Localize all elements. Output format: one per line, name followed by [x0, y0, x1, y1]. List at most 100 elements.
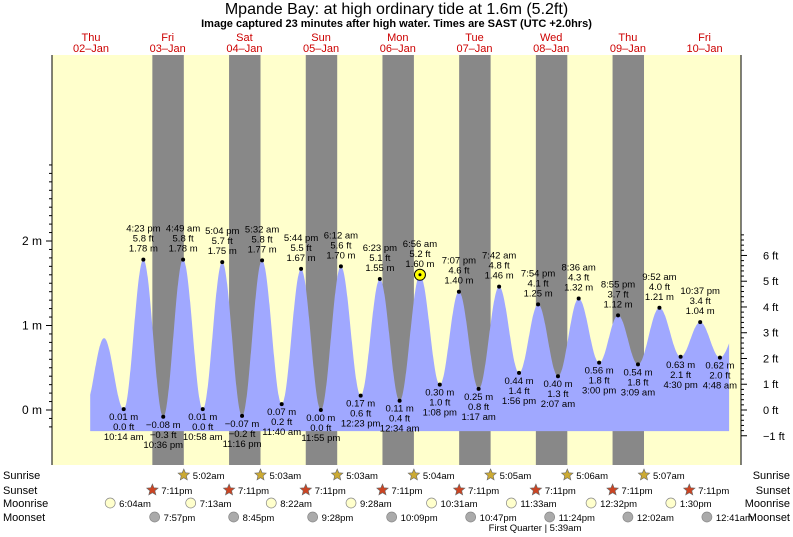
- moonset-time: 10:47pm: [480, 513, 517, 524]
- high-tide-point: [456, 289, 461, 294]
- y-right-tick-label: −1 ft: [763, 431, 785, 443]
- high-tide-point: [698, 320, 703, 325]
- high-tide-time: 4:49 am: [166, 224, 200, 235]
- sunset-row-label-right: Sunset: [756, 485, 790, 497]
- day-weekday-label: Fri: [161, 32, 174, 44]
- low-tide-ft: 2.0 ft: [709, 371, 730, 382]
- high-tide-ft: 5.5 ft: [291, 243, 312, 254]
- high-tide-time: 4:23 pm: [126, 224, 160, 235]
- high-tide-ft: 3.4 ft: [690, 296, 711, 307]
- y-left-tick-label: 0 m: [22, 403, 42, 417]
- day-date-label: 05–Jan: [303, 43, 339, 55]
- high-tide-time: 7:07 pm: [442, 256, 476, 267]
- low-tide-point: [437, 382, 442, 387]
- high-tide-ft: 4.3 ft: [568, 272, 589, 283]
- sunset-row-label-left: Sunset: [3, 485, 37, 497]
- moonrise-icon: [426, 497, 437, 509]
- low-tide-ft: 1.3 ft: [547, 389, 568, 400]
- sunset-icon: [606, 483, 620, 496]
- low-tide-point: [635, 362, 640, 367]
- high-tide-point: [220, 260, 225, 265]
- moonrise-icon: [505, 497, 517, 509]
- moonrise-time: 10:31am: [441, 499, 478, 510]
- sunset-time: 7:11pm: [238, 486, 269, 497]
- low-tide-point: [397, 398, 402, 403]
- sunset-icon: [299, 483, 313, 496]
- day-date-label: 10–Jan: [687, 43, 723, 55]
- low-tide-time: 10:36 pm: [143, 440, 183, 451]
- low-tide-time: 12:23 pm: [341, 419, 381, 430]
- low-tide-point: [240, 413, 245, 418]
- low-tide-time: 4:30 pm: [663, 380, 697, 391]
- low-tide-ft: 0.2 ft: [271, 417, 292, 428]
- y-right-tick-label: 5 ft: [763, 276, 778, 288]
- low-tide-m: 0.44 m: [505, 376, 534, 387]
- moonset-time: 12:41am: [716, 513, 753, 524]
- day-weekday-label: Fri: [698, 32, 711, 44]
- low-tide-time: 1:08 pm: [423, 408, 457, 419]
- low-tide-ft: 2.1 ft: [670, 370, 691, 381]
- low-tide-point: [717, 355, 722, 360]
- high-tide-ft: 5.8 ft: [173, 234, 194, 245]
- high-tide-m: 1.78 m: [169, 244, 198, 255]
- high-tide-ft: 4.1 ft: [528, 278, 549, 289]
- moonset-icon: [307, 511, 319, 523]
- high-tide-time: 7:42 am: [482, 251, 516, 262]
- moonset-icon: [465, 511, 477, 523]
- high-tide-m: 1.25 m: [524, 288, 553, 299]
- high-tide-point: [181, 257, 186, 262]
- low-tide-point: [200, 407, 205, 412]
- low-tide-m: 0.63 m: [666, 360, 695, 371]
- sunrise-time: 5:06am: [576, 471, 608, 482]
- low-tide-m: −0.08 m: [146, 420, 181, 431]
- low-tide-time: 1:56 pm: [502, 396, 536, 407]
- high-tide-m: 1.78 m: [129, 244, 158, 255]
- day-date-label: 08–Jan: [533, 43, 569, 55]
- low-tide-time: 1:17 am: [461, 412, 495, 423]
- low-tide-m: 0.30 m: [425, 388, 454, 399]
- low-tide-time: 10:14 am: [104, 432, 144, 443]
- sunset-icon: [376, 483, 389, 496]
- chart-title: Mpande Bay: at high ordinary tide at 1.6…: [224, 1, 569, 18]
- sunset-time: 7:11pm: [161, 486, 192, 497]
- low-tide-m: 0.07 m: [267, 407, 296, 418]
- y-right-tick-label: 6 ft: [763, 250, 778, 262]
- tide-area: [90, 259, 730, 432]
- moonset-time: 8:45pm: [243, 513, 275, 524]
- sunset-time: 7:11pm: [545, 486, 576, 497]
- low-tide-point: [597, 360, 602, 365]
- low-tide-point: [121, 407, 126, 412]
- sunrise-icon: [330, 468, 344, 481]
- moonrise-icon: [345, 497, 357, 509]
- low-tide-m: 0.01 m: [188, 412, 217, 423]
- moonrise-icon: [104, 497, 116, 509]
- moonrise-icon: [185, 497, 197, 509]
- low-tide-ft: 1.8 ft: [589, 376, 610, 387]
- high-tide-m: 1.75 m: [208, 246, 237, 257]
- high-tide-ft: 5.8 ft: [252, 234, 273, 245]
- high-tide-ft: 5.8 ft: [133, 234, 154, 245]
- high-tide-point: [536, 302, 541, 307]
- y-right-tick-label: 2 ft: [763, 353, 778, 365]
- low-tide-ft: 0.0 ft: [192, 422, 213, 433]
- high-tide-time: 8:55 pm: [601, 279, 635, 290]
- high-tide-point: [299, 266, 304, 271]
- low-tide-m: 0.40 m: [543, 379, 572, 390]
- low-tide-time: 2:07 am: [541, 399, 575, 410]
- current-time-marker-dot: [418, 273, 422, 277]
- low-tide-m: 0.62 m: [705, 361, 734, 372]
- moonset-row-label-left: Moonset: [3, 512, 45, 524]
- moonset-icon: [544, 511, 556, 523]
- sunrise-time: 5:03am: [270, 471, 302, 482]
- low-tide-point: [318, 408, 323, 412]
- low-tide-point: [161, 414, 166, 419]
- high-tide-point: [616, 313, 621, 318]
- low-tide-ft: 0.0 ft: [113, 422, 134, 433]
- moonrise-time: 9:28am: [360, 499, 392, 510]
- low-tide-time: 11:55 pm: [301, 433, 340, 444]
- high-tide-time: 10:37 pm: [680, 286, 720, 297]
- sunrise-icon: [484, 468, 498, 481]
- sunrise-row-label-right: Sunrise: [753, 470, 790, 482]
- low-tide-time: 3:09 am: [621, 387, 655, 398]
- day-weekday-label: Sun: [311, 32, 331, 44]
